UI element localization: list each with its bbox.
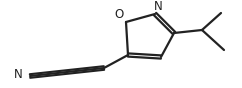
Text: O: O (114, 7, 124, 21)
Text: N: N (154, 0, 162, 12)
Text: N: N (14, 67, 22, 81)
